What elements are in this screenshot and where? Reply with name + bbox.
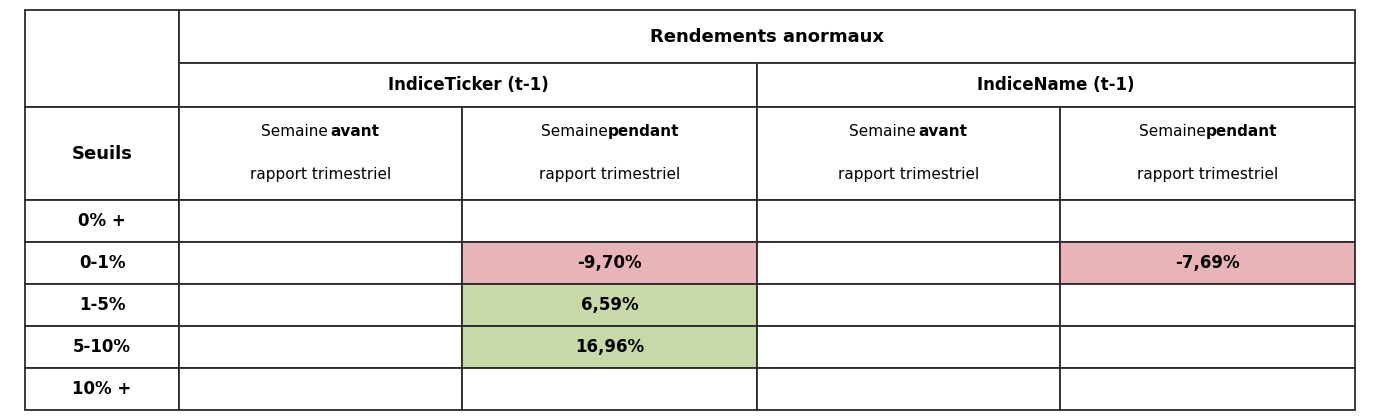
Text: rapport trimestriel: rapport trimestriel (838, 167, 978, 182)
Bar (179, 242, 461, 284)
Text: 16,96%: 16,96% (575, 338, 644, 356)
Bar (25, 368, 179, 410)
Text: -9,70%: -9,70% (577, 254, 642, 272)
Bar (179, 10, 1355, 64)
Text: Semaine pendant: Semaine pendant (542, 124, 678, 139)
Text: 1-5%: 1-5% (79, 296, 126, 314)
Text: rapport trimestriel: rapport trimestriel (250, 167, 391, 182)
Bar (758, 200, 1060, 242)
Bar (179, 64, 758, 107)
Bar (1060, 242, 1355, 284)
Bar (758, 64, 1355, 107)
Bar (758, 326, 1060, 368)
Bar (1060, 200, 1355, 242)
Bar (760, 118, 1057, 145)
Bar (758, 284, 1060, 326)
Bar (25, 107, 179, 200)
Text: avant: avant (918, 124, 967, 139)
Bar (758, 368, 1060, 410)
Bar (461, 107, 758, 200)
Bar (179, 107, 461, 200)
Bar (461, 284, 758, 326)
Bar (1060, 107, 1355, 200)
Text: 0-1%: 0-1% (79, 254, 126, 272)
Text: Semaine avant: Semaine avant (264, 124, 378, 139)
Bar (461, 242, 758, 284)
Bar (179, 200, 461, 242)
Text: Semaine: Semaine (1138, 124, 1210, 139)
Bar (179, 326, 461, 368)
Text: Semaine pendant: Semaine pendant (1140, 124, 1275, 139)
Bar (758, 107, 1060, 200)
Bar (182, 118, 458, 145)
Text: rapport trimestriel: rapport trimestriel (538, 167, 680, 182)
Bar (461, 326, 758, 368)
Text: Semaine: Semaine (849, 124, 920, 139)
Bar (25, 326, 179, 368)
Text: IndiceTicker (t-1): IndiceTicker (t-1) (388, 76, 549, 94)
Bar (758, 242, 1060, 284)
Bar (1063, 118, 1352, 145)
Bar (1060, 368, 1355, 410)
Text: IndiceName (t-1): IndiceName (t-1) (977, 76, 1134, 94)
Text: avant: avant (330, 124, 380, 139)
Text: pendant: pendant (1206, 124, 1278, 139)
Text: 6,59%: 6,59% (581, 296, 638, 314)
Bar (179, 368, 461, 410)
Text: Semaine: Semaine (261, 124, 333, 139)
Text: Semaine avant: Semaine avant (851, 124, 966, 139)
Bar (461, 200, 758, 242)
Bar (461, 368, 758, 410)
Text: 0% +: 0% + (79, 212, 126, 230)
Bar (179, 284, 461, 326)
Bar (1060, 326, 1355, 368)
Text: -7,69%: -7,69% (1174, 254, 1239, 272)
Text: 5-10%: 5-10% (73, 338, 131, 356)
Bar (25, 284, 179, 326)
Bar (1060, 284, 1355, 326)
Text: 10% +: 10% + (73, 380, 131, 398)
Text: pendant: pendant (607, 124, 679, 139)
Bar (25, 200, 179, 242)
Text: Rendements anormaux: Rendements anormaux (650, 28, 885, 46)
Text: rapport trimestriel: rapport trimestriel (1137, 167, 1278, 182)
Bar (25, 10, 179, 107)
Bar (464, 118, 755, 145)
Text: Semaine: Semaine (541, 124, 613, 139)
Text: Seuils: Seuils (72, 145, 132, 163)
Bar (25, 242, 179, 284)
